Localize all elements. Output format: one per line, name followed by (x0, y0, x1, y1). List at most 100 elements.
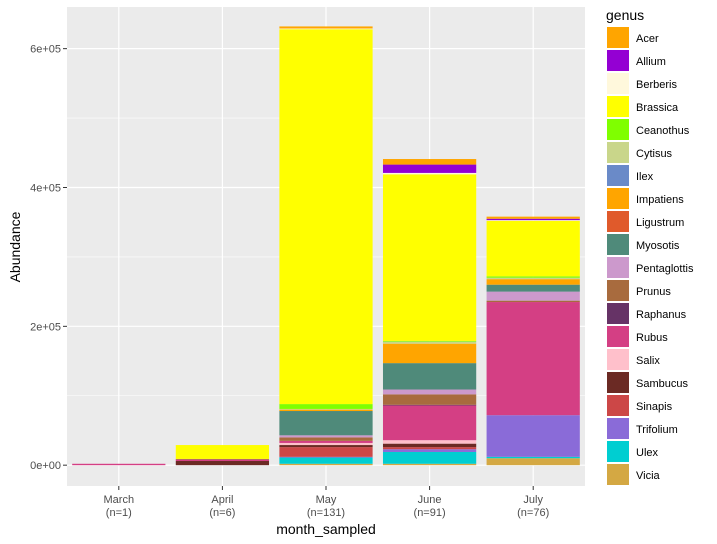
legend-key-ligustrum (607, 211, 629, 232)
bar-segment-prunus (175, 458, 270, 460)
legend-key-vicia (607, 464, 629, 485)
legend-key-trifolium (607, 418, 629, 439)
bar-segment-impatiens (382, 343, 477, 364)
bar-segment-brassica (486, 220, 580, 277)
legend-label-pentaglottis: Pentaglottis (636, 263, 694, 275)
x-tick-label: April (211, 494, 233, 506)
bar-segment-rubus (175, 459, 270, 462)
bar-segment-rubus (486, 302, 580, 416)
legend-key-sambucus (607, 372, 629, 393)
bar-segment-pentaglottis (382, 389, 477, 395)
bar-segment-impatiens (279, 409, 373, 412)
bar-segment-acer (486, 216, 580, 219)
legend-key-impatiens (607, 188, 629, 209)
bar-segment-prunus (279, 437, 373, 441)
bar-segment-vicia (382, 463, 477, 466)
bar-segment-prunus (382, 394, 477, 405)
bar-segment-cytisus (382, 341, 477, 344)
bar-segment-rubus (279, 440, 373, 443)
legend-label-sambucus: Sambucus (636, 378, 688, 390)
bar-segment-prunus (486, 300, 580, 303)
x-tick-label: March (104, 494, 135, 506)
legend-key-ulex (607, 441, 629, 462)
legend-label-ligustrum: Ligustrum (636, 217, 684, 229)
bar-segment-rubus (382, 405, 477, 441)
x-tick-label: May (316, 494, 337, 506)
legend-label-ulex: Ulex (636, 447, 659, 459)
bars (72, 26, 580, 466)
x-tick-sublabel: (n=1) (106, 507, 132, 519)
bar-segment-brassica (279, 29, 373, 405)
legend-label-rubus: Rubus (636, 332, 668, 344)
bar-segment-berberis (382, 172, 477, 175)
bar-segment-sambucus (279, 445, 373, 448)
legend-label-impatiens: Impatiens (636, 194, 684, 206)
legend-label-brassica: Brassica (636, 102, 679, 114)
bar-segment-ulex (486, 456, 580, 459)
x-tick-sublabel: (n=91) (414, 507, 446, 519)
bar-segment-acer (382, 159, 477, 165)
legend-key-allium (607, 50, 629, 71)
bar-segment-allium (486, 218, 580, 221)
legend-label-vicia: Vicia (636, 470, 661, 482)
x-tick-label: July (523, 494, 543, 506)
bar-segment-ceanothus (279, 404, 373, 409)
legend-key-acer (607, 27, 629, 48)
legend-title: genus (606, 7, 644, 23)
legend-key-rubus (607, 326, 629, 347)
legend-label-trifolium: Trifolium (636, 424, 678, 436)
legend-label-cytisus: Cytisus (636, 148, 673, 160)
bar-segment-ulex (382, 451, 477, 464)
legend-label-allium: Allium (636, 56, 666, 68)
bar-segment-trifolium (279, 456, 373, 458)
bar-segment-acer (279, 26, 373, 29)
legend: genus Acer Allium Berberis Brassica Ceanothu… (606, 7, 694, 485)
y-tick-label: 6e+05 (30, 44, 61, 56)
bar-segment-vicia (486, 458, 580, 466)
x-tick-sublabel: (n=76) (517, 507, 549, 519)
y-axis-title: Abundance (7, 211, 23, 282)
legend-label-berberis: Berberis (636, 79, 677, 91)
bar-segment-cytisus (279, 408, 373, 410)
bar-segment-allium (382, 164, 477, 173)
bar-segment-berberis (279, 28, 373, 30)
x-axis-title: month_sampled (276, 521, 376, 537)
bar-segment-impatiens (486, 279, 580, 285)
bar-segment-sambucus (382, 443, 477, 448)
bar-segment-trifolium (382, 449, 477, 452)
y-axis: 0e+00 2e+05 4e+05 6e+05 (30, 44, 67, 472)
y-tick-label: 2e+05 (30, 321, 61, 333)
x-tick-label: June (418, 494, 442, 506)
bar-segment-vicia (279, 463, 373, 466)
bar-segment-pentaglottis (486, 291, 580, 301)
legend-key-brassica (607, 96, 629, 117)
bar-segment-myosotis (382, 363, 477, 390)
bar-segment-sinapis (382, 447, 477, 450)
y-tick-label: 0e+00 (30, 460, 61, 472)
legend-key-ilex (607, 165, 629, 186)
bar-segment-salix (279, 442, 373, 446)
x-tick-sublabel: (n=131) (307, 507, 345, 519)
bar-segment-brassica (382, 174, 477, 341)
legend-label-sinapis: Sinapis (636, 401, 673, 413)
legend-key-pentaglottis (607, 257, 629, 278)
bar-segment-myosotis (486, 284, 580, 292)
legend-key-berberis (607, 73, 629, 94)
bar-segment-myosotis (279, 411, 373, 436)
bar-segment-rubus (72, 463, 166, 466)
legend-label-salix: Salix (636, 355, 660, 367)
legend-key-raphanus (607, 303, 629, 324)
bar-segment-ceanothus (486, 276, 580, 278)
bar-segment-sambucus (175, 461, 270, 466)
legend-key-cytisus (607, 142, 629, 163)
x-axis: March(n=1) April(n=6) May(n=131) June(n=91)… (104, 486, 549, 519)
legend-key-sinapis (607, 395, 629, 416)
bar-segment-brassica (175, 445, 270, 459)
bar-segment-pentaglottis (279, 435, 373, 438)
legend-key-salix (607, 349, 629, 370)
legend-label-ilex: Ilex (636, 171, 654, 183)
legend-key-ceanothus (607, 119, 629, 140)
legend-key-myosotis (607, 234, 629, 255)
bar-segment-ceanothus (382, 340, 477, 342)
